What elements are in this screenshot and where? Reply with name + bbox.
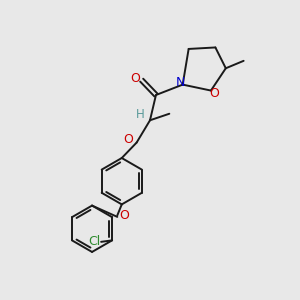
Text: O: O: [130, 72, 140, 85]
Text: Cl: Cl: [88, 235, 100, 248]
Text: O: O: [123, 133, 133, 146]
Text: H: H: [136, 108, 145, 122]
Text: N: N: [176, 76, 185, 89]
Text: O: O: [210, 87, 219, 100]
Text: O: O: [119, 209, 129, 222]
